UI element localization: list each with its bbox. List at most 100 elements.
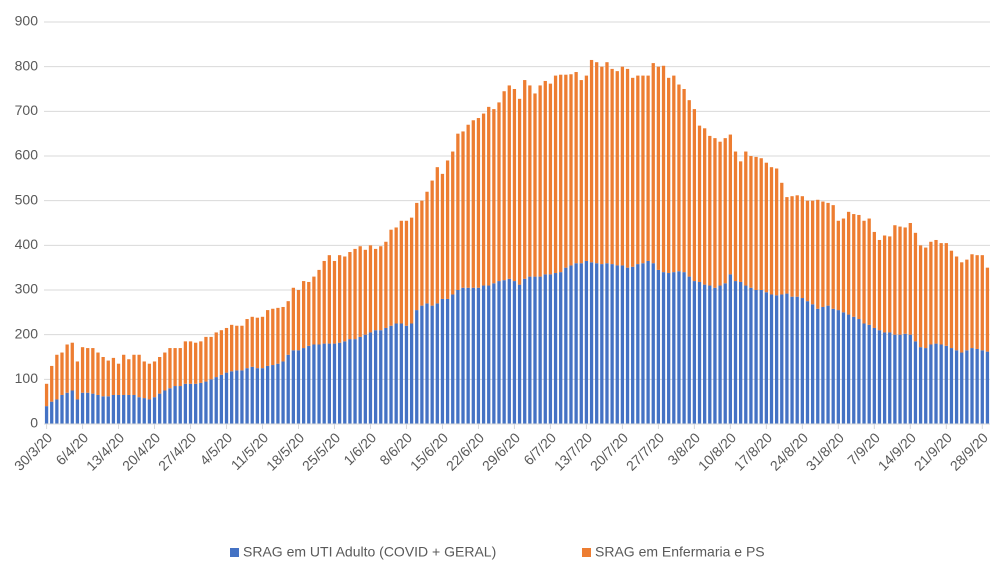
bar-segment [538, 85, 542, 277]
bar-segment [178, 386, 182, 424]
bar-segment [106, 360, 110, 397]
bar-segment [949, 250, 954, 349]
bar-segment [451, 151, 455, 295]
bar-segment [163, 390, 167, 424]
bar-segment [559, 74, 563, 273]
bar-segment [543, 80, 547, 275]
bar-segment [533, 93, 537, 277]
bar-segment [507, 278, 511, 424]
x-tick-label: 24/8/20 [767, 429, 811, 473]
bar-segment [466, 124, 470, 288]
bar-segment [492, 109, 496, 284]
bar-segment [373, 248, 378, 331]
bar-segment [517, 98, 522, 285]
bar-segment [944, 243, 948, 346]
bar-segment [281, 306, 285, 362]
bar-segment [816, 308, 820, 424]
bar-segment [394, 227, 398, 324]
bar-segment [250, 316, 254, 367]
y-tick-label: 700 [15, 102, 39, 118]
bar-segment [954, 350, 959, 424]
bar-segment [960, 262, 964, 353]
bar-segment [960, 352, 964, 424]
bar-segment [214, 377, 218, 424]
bar-segment [708, 135, 712, 286]
x-tick-label: 18/5/20 [263, 429, 307, 473]
x-tick-label: 21/9/20 [911, 429, 955, 473]
bar-segment [373, 330, 378, 424]
bar-segment [204, 381, 208, 424]
bar-segment [677, 84, 681, 272]
bar-segment [358, 336, 362, 424]
bar-segment [888, 236, 892, 333]
x-tick-label: 10/8/20 [695, 429, 739, 473]
bar-segment [857, 319, 861, 424]
bar-segment [780, 182, 784, 295]
bar-segment [379, 330, 383, 424]
bar-segment [312, 276, 316, 345]
bar-segment [106, 396, 110, 424]
bar-segment [528, 85, 532, 277]
bar-segment [965, 259, 969, 351]
bar-segment [296, 350, 301, 424]
bar-segment [55, 399, 59, 424]
bar-segment [50, 401, 54, 424]
bar-segment [641, 75, 645, 264]
bar-segment [91, 348, 95, 394]
bar-segment [795, 296, 799, 424]
bar-segment [559, 272, 563, 424]
bar-segment [888, 332, 892, 424]
bar-segment [646, 75, 650, 261]
bar-segment [116, 394, 121, 424]
bar-segment [574, 72, 578, 264]
bar-segment [780, 294, 784, 424]
bar-segment [230, 324, 234, 372]
bar-segment [260, 316, 265, 369]
bar-segment [769, 167, 774, 295]
bar-segment [75, 361, 80, 400]
bar-segment [610, 264, 614, 424]
bar-segment [898, 226, 902, 335]
y-tick-label: 900 [15, 13, 39, 29]
bar-segment [805, 301, 810, 424]
x-tick-label: 27/7/20 [623, 429, 667, 473]
bar-segment [980, 255, 984, 351]
bar-segment [301, 348, 306, 424]
bar-segment [970, 254, 974, 349]
bar-segment [718, 285, 722, 424]
bar-segment [852, 316, 856, 424]
bar-segment [173, 386, 177, 424]
legend-item: SRAG em Enfermaria e PS [582, 544, 765, 560]
bar-segment [456, 133, 460, 290]
bar-segment [584, 75, 589, 261]
bar-segment [846, 314, 851, 424]
bar-segment [80, 347, 85, 393]
bar-segment [307, 345, 311, 424]
bar-segment [250, 366, 254, 424]
bar-segment [754, 290, 758, 424]
bar-segment [641, 263, 645, 424]
bar-segment [882, 332, 887, 424]
bar-segment [893, 225, 897, 335]
bar-segment [445, 298, 450, 424]
bar-segment [91, 393, 95, 424]
bar-segment [569, 265, 573, 424]
bar-segment [266, 365, 270, 424]
bar-segment [214, 332, 218, 378]
bar-segment [620, 66, 625, 266]
bar-segment [245, 368, 249, 424]
bar-segment [934, 239, 938, 344]
bar-segment [271, 308, 275, 366]
bar-segment [435, 167, 439, 304]
bar-segment [759, 158, 763, 290]
bar-segment [199, 341, 203, 383]
bar-segment [749, 156, 753, 288]
bar-segment [512, 89, 517, 282]
y-tick-label: 600 [15, 147, 39, 163]
bar-segment [913, 341, 918, 424]
bar-segment [810, 304, 815, 424]
x-tick-label: 13/7/20 [551, 429, 595, 473]
bar-segment [826, 305, 830, 424]
bar-segment [240, 370, 244, 424]
bar-segment [394, 323, 398, 424]
